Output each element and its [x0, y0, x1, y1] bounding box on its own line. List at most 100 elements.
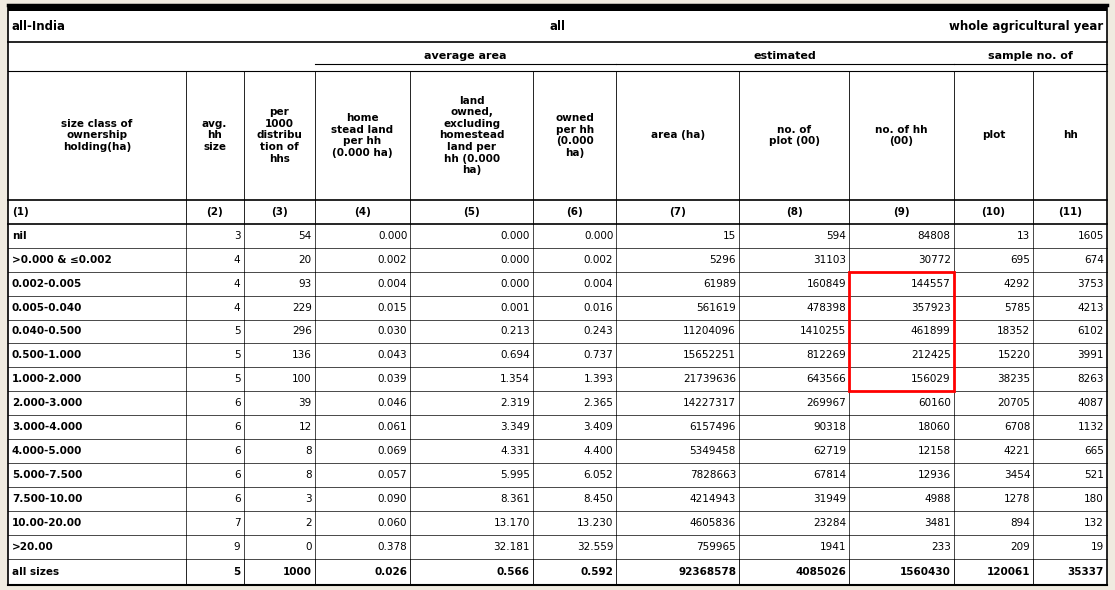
- Text: plot: plot: [982, 130, 1006, 140]
- Text: 0.500-1.000: 0.500-1.000: [12, 350, 83, 360]
- Text: 0.694: 0.694: [501, 350, 530, 360]
- Text: 1.354: 1.354: [501, 374, 530, 384]
- Text: average area: average area: [425, 51, 506, 61]
- Text: 5349458: 5349458: [690, 446, 736, 456]
- Text: 4.400: 4.400: [584, 446, 613, 456]
- Bar: [8, 224, 1107, 248]
- Text: per
1000
distribu
tion of
hhs: per 1000 distribu tion of hhs: [256, 107, 302, 163]
- Text: 0.016: 0.016: [584, 303, 613, 313]
- Text: (2): (2): [206, 207, 223, 217]
- Text: owned
per hh
(0.000
ha): owned per hh (0.000 ha): [555, 113, 594, 158]
- Text: no. of
plot (00): no. of plot (00): [768, 124, 820, 146]
- Text: 60160: 60160: [918, 398, 951, 408]
- Text: 61989: 61989: [702, 278, 736, 289]
- Text: 3.000-4.000: 3.000-4.000: [12, 422, 83, 432]
- Text: 0.737: 0.737: [583, 350, 613, 360]
- Bar: [8, 487, 1107, 511]
- Text: 357923: 357923: [911, 303, 951, 313]
- Text: 132: 132: [1084, 518, 1104, 528]
- Text: 1605: 1605: [1077, 231, 1104, 241]
- Text: 4: 4: [234, 255, 241, 265]
- Text: 54: 54: [299, 231, 311, 241]
- Text: 15220: 15220: [998, 350, 1030, 360]
- Text: 695: 695: [1010, 255, 1030, 265]
- Text: 180: 180: [1084, 494, 1104, 504]
- Text: 120061: 120061: [987, 567, 1030, 577]
- Text: 0.026: 0.026: [375, 567, 407, 577]
- Text: all-India: all-India: [12, 20, 66, 33]
- Text: 2.000-3.000: 2.000-3.000: [12, 398, 83, 408]
- Text: 39: 39: [299, 398, 311, 408]
- Text: 5.000-7.500: 5.000-7.500: [12, 470, 83, 480]
- Text: 0.213: 0.213: [501, 326, 530, 336]
- Text: 296: 296: [292, 326, 311, 336]
- Bar: [8, 71, 1107, 200]
- Text: 209: 209: [1010, 542, 1030, 552]
- Text: 8: 8: [306, 446, 311, 456]
- Text: 6: 6: [234, 422, 241, 432]
- Text: 20: 20: [299, 255, 311, 265]
- Text: 0.030: 0.030: [378, 326, 407, 336]
- Text: no. of hh
(00): no. of hh (00): [875, 124, 928, 146]
- Text: 90318: 90318: [814, 422, 846, 432]
- Text: 3.409: 3.409: [583, 422, 613, 432]
- Text: 0.060: 0.060: [378, 518, 407, 528]
- Text: 35337: 35337: [1068, 567, 1104, 577]
- Text: 12: 12: [299, 422, 311, 432]
- Text: 4.331: 4.331: [501, 446, 530, 456]
- Text: 6708: 6708: [1004, 422, 1030, 432]
- Text: 0.000: 0.000: [501, 255, 530, 265]
- Text: 812269: 812269: [806, 350, 846, 360]
- Bar: [8, 391, 1107, 415]
- Text: 136: 136: [292, 350, 311, 360]
- Text: 674: 674: [1084, 255, 1104, 265]
- Text: >0.000 & ≤0.002: >0.000 & ≤0.002: [12, 255, 112, 265]
- Text: avg.
hh
size: avg. hh size: [202, 119, 227, 152]
- Text: 0.004: 0.004: [378, 278, 407, 289]
- Text: 2.365: 2.365: [583, 398, 613, 408]
- Text: 4: 4: [234, 278, 241, 289]
- Text: 7.500-10.00: 7.500-10.00: [12, 494, 83, 504]
- Text: 561619: 561619: [696, 303, 736, 313]
- Text: (10): (10): [981, 207, 1006, 217]
- Text: 0.000: 0.000: [501, 278, 530, 289]
- Text: 12936: 12936: [918, 470, 951, 480]
- Text: 3.349: 3.349: [501, 422, 530, 432]
- Bar: [8, 439, 1107, 463]
- Text: 5785: 5785: [1004, 303, 1030, 313]
- Text: 4.000-5.000: 4.000-5.000: [12, 446, 83, 456]
- Text: 478398: 478398: [806, 303, 846, 313]
- Text: 8: 8: [306, 470, 311, 480]
- Text: 0: 0: [306, 542, 311, 552]
- Text: 6: 6: [234, 494, 241, 504]
- Text: 15652251: 15652251: [683, 350, 736, 360]
- Text: 0.566: 0.566: [497, 567, 530, 577]
- Text: nil: nil: [12, 231, 27, 241]
- Text: 92368578: 92368578: [678, 567, 736, 577]
- Text: (1): (1): [12, 207, 29, 217]
- Text: 38235: 38235: [997, 374, 1030, 384]
- Text: 5: 5: [234, 350, 241, 360]
- Text: 0.000: 0.000: [584, 231, 613, 241]
- Text: 6: 6: [234, 446, 241, 456]
- Text: 6157496: 6157496: [690, 422, 736, 432]
- Bar: [8, 271, 1107, 296]
- Text: 521: 521: [1084, 470, 1104, 480]
- Text: 0.002: 0.002: [378, 255, 407, 265]
- Text: 14227317: 14227317: [683, 398, 736, 408]
- Text: 1132: 1132: [1077, 422, 1104, 432]
- Text: 23284: 23284: [813, 518, 846, 528]
- Text: 0.039: 0.039: [378, 374, 407, 384]
- Text: (5): (5): [463, 207, 481, 217]
- Text: estimated: estimated: [754, 51, 816, 61]
- Text: 233: 233: [931, 542, 951, 552]
- Text: 894: 894: [1010, 518, 1030, 528]
- Text: 5.995: 5.995: [501, 470, 530, 480]
- Text: 0.005-0.040: 0.005-0.040: [12, 303, 83, 313]
- Text: 18060: 18060: [918, 422, 951, 432]
- Text: >20.00: >20.00: [12, 542, 54, 552]
- Text: 2.319: 2.319: [501, 398, 530, 408]
- Text: 6: 6: [234, 470, 241, 480]
- Text: 10.00-20.00: 10.00-20.00: [12, 518, 83, 528]
- Text: sample no. of: sample no. of: [988, 51, 1073, 61]
